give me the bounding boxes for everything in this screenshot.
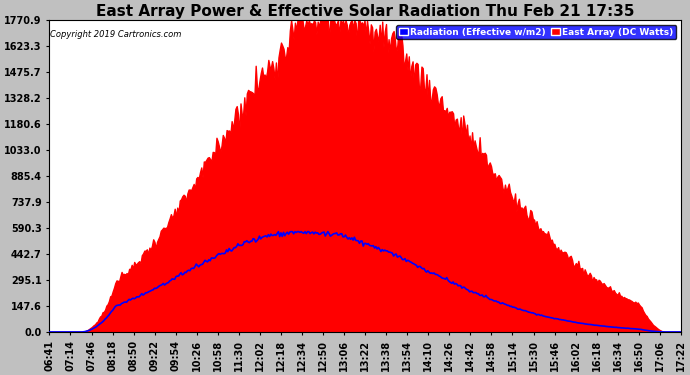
Legend: Radiation (Effective w/m2), East Array (DC Watts): Radiation (Effective w/m2), East Array (…: [396, 25, 676, 39]
Title: East Array Power & Effective Solar Radiation Thu Feb 21 17:35: East Array Power & Effective Solar Radia…: [96, 4, 634, 19]
Text: Copyright 2019 Cartronics.com: Copyright 2019 Cartronics.com: [50, 30, 181, 39]
